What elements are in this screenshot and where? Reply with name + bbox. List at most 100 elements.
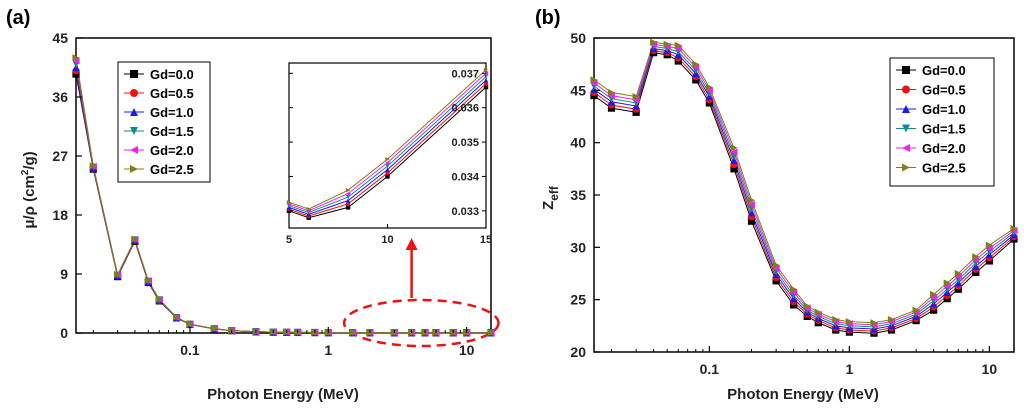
inset-data-point bbox=[286, 200, 292, 205]
legend-label: Gd=2.5 bbox=[922, 161, 966, 176]
data-point bbox=[72, 54, 80, 62]
inset-y-tick-label: 0.035 bbox=[451, 137, 479, 149]
data-point bbox=[747, 217, 756, 225]
x-axis-label-a: Photon Energy (MeV) bbox=[207, 386, 359, 403]
y-axis-label-b-sub: eff bbox=[547, 185, 561, 201]
legend-marker-icon bbox=[902, 66, 910, 74]
inset-data-point bbox=[345, 205, 351, 210]
legend-marker-icon bbox=[130, 108, 138, 116]
data-point bbox=[674, 41, 682, 49]
data-point bbox=[632, 96, 640, 104]
data-point bbox=[985, 244, 993, 252]
inset-plot: 5 10 15 0.033 0.034 0.035 0.036 0.037 bbox=[286, 62, 492, 246]
inset-data-point bbox=[385, 170, 390, 176]
legend-label: Gd=2.5 bbox=[150, 162, 194, 177]
y-tick-label: 0 bbox=[60, 325, 68, 341]
data-point bbox=[772, 264, 780, 272]
data-point bbox=[663, 40, 671, 48]
inset-data-point bbox=[483, 67, 489, 73]
panel-a: (a) 0.1 1 10 0 9 18 27 36 45 Photon Energy (MeV… bbox=[6, 7, 500, 403]
y-axis-label-a: μ/ρ (cm2/g) bbox=[20, 151, 38, 228]
legend-label: Gd=1.0 bbox=[922, 102, 966, 117]
annotation-ellipse bbox=[342, 298, 500, 348]
data-point bbox=[172, 313, 181, 321]
data-point bbox=[590, 76, 598, 84]
data-point bbox=[930, 290, 938, 299]
data-point bbox=[790, 285, 798, 293]
inset-y-tick-label: 0.033 bbox=[451, 206, 479, 218]
data-point bbox=[730, 148, 738, 156]
legend-marker-icon bbox=[902, 163, 910, 172]
data-point bbox=[985, 241, 993, 249]
data-point bbox=[954, 273, 962, 281]
inset-data-point bbox=[306, 208, 311, 214]
data-point bbox=[487, 329, 495, 337]
y-axis-label-a-main: μ/ρ (cm bbox=[21, 175, 38, 228]
data-point bbox=[943, 282, 951, 290]
data-point bbox=[349, 329, 357, 337]
inset-y-tick-label: 0.034 bbox=[451, 171, 479, 183]
data-point bbox=[747, 200, 756, 209]
inset-data-point bbox=[345, 191, 351, 196]
inset-data-point bbox=[385, 174, 390, 179]
data-point bbox=[972, 256, 980, 264]
y-tick-label: 45 bbox=[52, 30, 68, 46]
annotation-arrow bbox=[405, 238, 418, 298]
y-tick-label: 18 bbox=[52, 207, 68, 223]
legend-marker-icon bbox=[130, 89, 138, 97]
legend-marker-icon bbox=[130, 146, 138, 154]
data-point bbox=[954, 269, 962, 278]
data-point bbox=[692, 63, 700, 71]
x-tick-label: 1 bbox=[324, 342, 332, 358]
data-point bbox=[705, 86, 713, 94]
x-tick-label: 10 bbox=[459, 342, 475, 358]
y-tick-label: 27 bbox=[52, 148, 68, 164]
legend-label: Gd=1.5 bbox=[922, 122, 966, 137]
y-axis-label-a-end: /g) bbox=[21, 151, 38, 169]
data-point bbox=[692, 60, 700, 68]
data-point bbox=[943, 279, 951, 287]
y-tick-label: 35 bbox=[570, 187, 586, 203]
y-axis-label-a-sup: 2 bbox=[20, 169, 31, 175]
data-point bbox=[730, 156, 738, 165]
data-point bbox=[930, 293, 938, 302]
legend-label: Gd=0.0 bbox=[150, 67, 194, 82]
inset-data-point bbox=[385, 157, 390, 162]
data-point bbox=[747, 209, 756, 217]
inset-y-tick-label: 0.037 bbox=[451, 68, 479, 80]
data-point bbox=[845, 318, 853, 326]
legend-label: Gd=2.0 bbox=[150, 143, 194, 158]
legend-marker-icon bbox=[902, 124, 910, 133]
data-point bbox=[972, 253, 980, 261]
data-point bbox=[144, 276, 152, 285]
data-point bbox=[674, 44, 682, 53]
data-point bbox=[210, 325, 218, 333]
legend-marker-icon bbox=[902, 105, 910, 113]
legend-marker-icon bbox=[130, 127, 138, 135]
inset-data-point bbox=[483, 84, 489, 90]
y-tick-label: 9 bbox=[60, 266, 68, 282]
inset-data-point bbox=[385, 167, 390, 172]
y-tick-label: 25 bbox=[570, 292, 586, 308]
x-axis-label-b: Photon Energy (MeV) bbox=[727, 386, 879, 403]
data-point bbox=[72, 57, 80, 65]
data-point bbox=[607, 91, 616, 100]
data-point bbox=[131, 235, 139, 243]
annotation-arrow-head bbox=[405, 238, 418, 250]
legend-label: Gd=1.5 bbox=[150, 124, 194, 139]
data-point bbox=[887, 315, 896, 324]
y-tick-label: 30 bbox=[570, 239, 586, 255]
inset-data-point bbox=[306, 206, 311, 212]
data-point bbox=[607, 88, 616, 97]
x-tick-label: 0.1 bbox=[700, 361, 720, 377]
inset-data-point bbox=[345, 194, 351, 200]
data-point bbox=[114, 271, 122, 279]
data-point bbox=[832, 315, 840, 324]
data-point bbox=[632, 93, 640, 101]
y-tick-label: 45 bbox=[570, 82, 586, 98]
data-point bbox=[747, 196, 756, 204]
panel-b: (b) 0.1 1 10 20 25 30 35 40 45 50 Photon Energy … bbox=[535, 7, 1018, 403]
x-tick-label: 0.1 bbox=[180, 342, 200, 358]
data-point bbox=[772, 261, 780, 269]
